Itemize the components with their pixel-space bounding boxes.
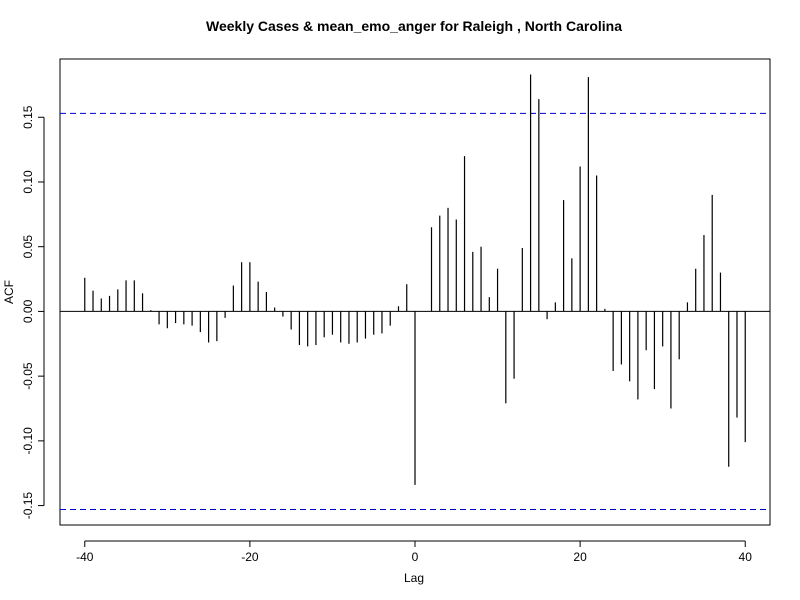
x-axis: -40 -20 0 20 40: [76, 540, 753, 564]
x-tick-label: 0: [412, 550, 419, 564]
plot-area-frame: [59, 58, 771, 526]
x-tick-label: -40: [76, 550, 94, 564]
x-tick-label: 40: [739, 550, 753, 564]
y-axis-title: ACF: [2, 280, 16, 304]
x-tick-label: 20: [573, 550, 587, 564]
y-tick-label: -0.15: [21, 492, 35, 520]
chart-title: Weekly Cases & mean_emo_anger for Raleig…: [206, 18, 622, 34]
x-axis-title: Lag: [404, 571, 424, 585]
chart-marks: [60, 74, 770, 510]
y-tick-label: -0.05: [21, 362, 35, 390]
y-tick-label: 0.00: [21, 299, 35, 323]
y-tick-label: -0.10: [21, 427, 35, 455]
y-tick-label: 0.10: [21, 170, 35, 194]
y-axis: -0.15 -0.10 -0.05 0.00 0.05 0.10 0.15: [21, 105, 45, 520]
y-tick-label: 0.15: [21, 105, 35, 129]
x-tick-label: -20: [241, 550, 259, 564]
y-tick-label: 0.05: [21, 235, 35, 259]
